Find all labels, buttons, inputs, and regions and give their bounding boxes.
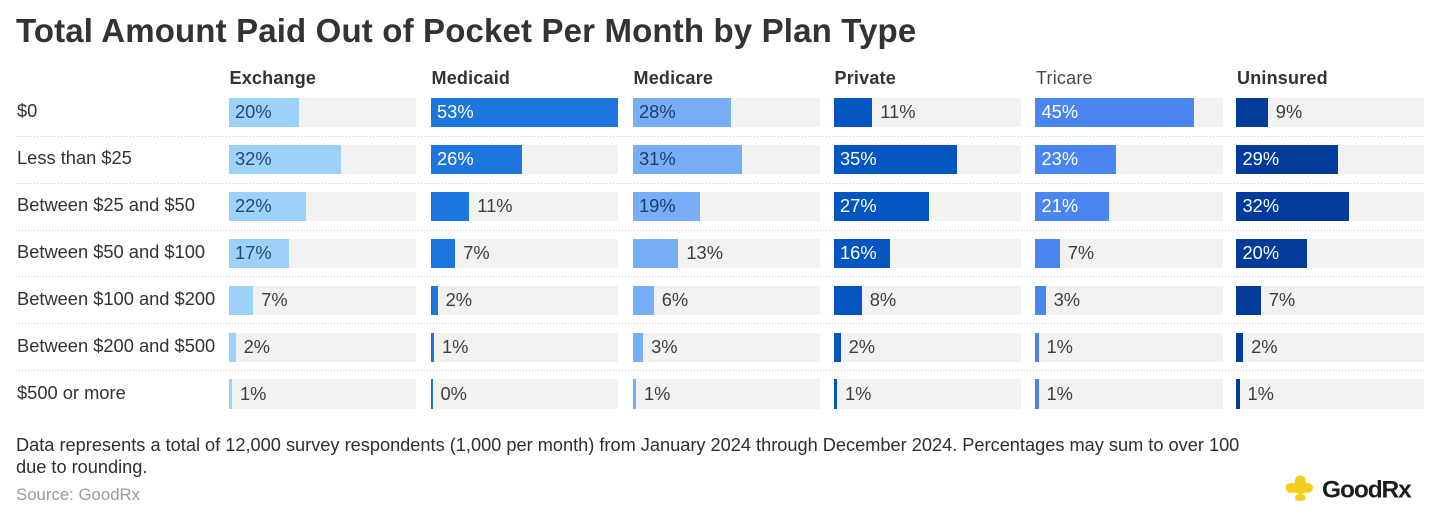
svg-text:GoodRx: GoodRx (1322, 477, 1412, 504)
